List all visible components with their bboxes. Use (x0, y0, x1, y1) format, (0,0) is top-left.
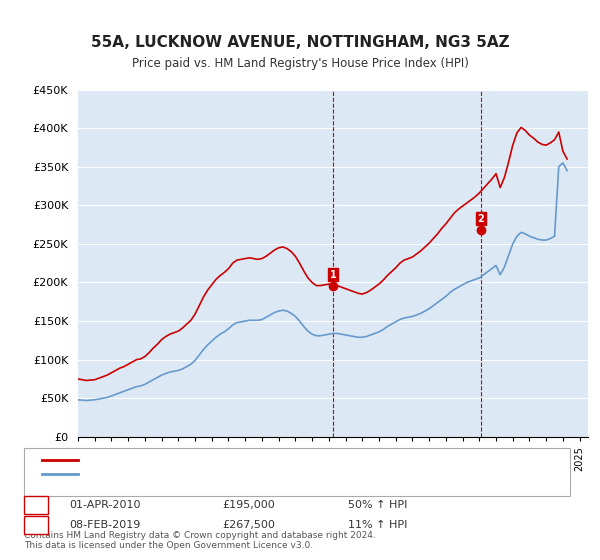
Text: 1: 1 (32, 498, 40, 512)
Text: £195,000: £195,000 (222, 500, 275, 510)
Text: 11% ↑ HPI: 11% ↑ HPI (348, 520, 407, 530)
Text: 01-APR-2010: 01-APR-2010 (69, 500, 140, 510)
Text: 2: 2 (478, 214, 484, 224)
Text: 2: 2 (32, 518, 40, 531)
Text: 08-FEB-2019: 08-FEB-2019 (69, 520, 140, 530)
Text: £267,500: £267,500 (222, 520, 275, 530)
Text: HPI: Average price, detached house, City of Nottingham: HPI: Average price, detached house, City… (81, 469, 373, 479)
Text: Price paid vs. HM Land Registry's House Price Index (HPI): Price paid vs. HM Land Registry's House … (131, 57, 469, 70)
Text: 55A, LUCKNOW AVENUE, NOTTINGHAM, NG3 5AZ (detached house): 55A, LUCKNOW AVENUE, NOTTINGHAM, NG3 5AZ… (81, 455, 432, 465)
Text: 55A, LUCKNOW AVENUE, NOTTINGHAM, NG3 5AZ: 55A, LUCKNOW AVENUE, NOTTINGHAM, NG3 5AZ (91, 35, 509, 50)
Text: Contains HM Land Registry data © Crown copyright and database right 2024.
This d: Contains HM Land Registry data © Crown c… (24, 530, 376, 550)
Text: 50% ↑ HPI: 50% ↑ HPI (348, 500, 407, 510)
Text: 1: 1 (329, 270, 337, 280)
